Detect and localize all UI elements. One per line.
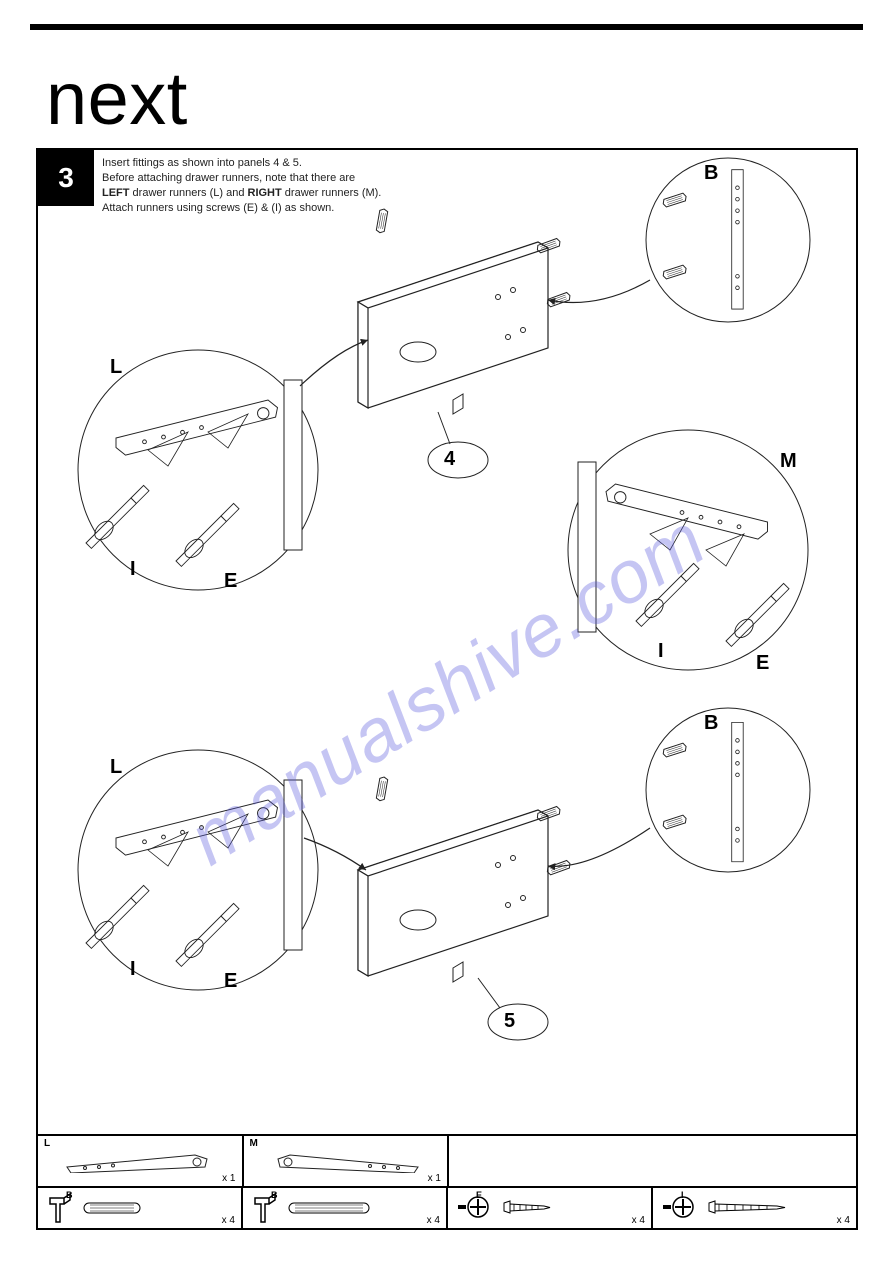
tool-2-qty: x 4 — [427, 1215, 440, 1226]
part-L-code: L — [44, 1138, 50, 1149]
part-L-qty: x 1 — [222, 1173, 235, 1184]
instruction-frame: 3 Insert fittings as shown into panels 4… — [36, 148, 858, 1230]
part-cell-empty — [449, 1136, 856, 1186]
callout-i-tl: I — [130, 558, 136, 581]
callout-e-tr: E — [756, 652, 769, 675]
phillips-icon — [661, 1193, 695, 1223]
runner-right-icon — [270, 1149, 420, 1173]
callout-l-tl: L — [110, 356, 122, 379]
part-M-qty: x 1 — [428, 1173, 441, 1184]
panel-5-label: 5 — [504, 1010, 515, 1033]
callout-b-tr: B — [704, 162, 718, 185]
callout-e-bl: E — [224, 970, 237, 993]
callout-l-bl: L — [110, 756, 122, 779]
part-cell-M: M x 1 — [244, 1136, 450, 1186]
phillips-icon — [456, 1193, 490, 1223]
tool-3-qty: x 4 — [632, 1215, 645, 1226]
tool-cell-3: E x 4 — [448, 1188, 653, 1228]
part-M-code: M — [250, 1138, 258, 1149]
dowel-short-icon — [82, 1199, 152, 1217]
callout-i-tr: I — [658, 640, 664, 663]
part-cell-L: L x 1 — [38, 1136, 244, 1186]
assembly-diagram — [38, 150, 860, 1138]
tool-3-code: E — [476, 1190, 482, 1200]
panel-4-label: 4 — [444, 448, 455, 471]
tool-cell-1: B x 4 — [38, 1188, 243, 1228]
top-rule — [30, 24, 863, 30]
tools-row: B x 4 B x 4 E — [38, 1186, 856, 1228]
tool-2-code: B — [271, 1190, 278, 1200]
screw-long-icon — [705, 1199, 791, 1217]
callout-b-br: B — [704, 712, 718, 735]
runner-left-icon — [65, 1149, 215, 1173]
callout-e-tl: E — [224, 570, 237, 593]
tool-4-code: I — [681, 1190, 684, 1200]
parts-row: L x 1 M x 1 — [38, 1134, 856, 1186]
tool-cell-4: I x 4 — [653, 1188, 856, 1228]
tool-cell-2: B x 4 — [243, 1188, 448, 1228]
screw-short-icon — [500, 1199, 560, 1217]
callout-i-bl: I — [130, 958, 136, 981]
dowel-long-icon — [287, 1199, 377, 1217]
tool-4-qty: x 4 — [837, 1215, 850, 1226]
brand-logo: next — [46, 56, 188, 141]
callout-m-tr: M — [780, 450, 797, 473]
tool-1-qty: x 4 — [222, 1215, 235, 1226]
tool-1-code: B — [66, 1190, 73, 1200]
page: next 3 Insert fittings as shown into pan… — [0, 0, 893, 1263]
